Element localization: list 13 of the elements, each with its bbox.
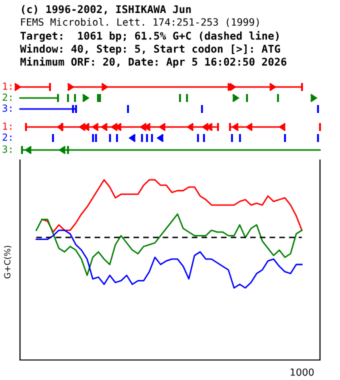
text: 2: bbox=[2, 93, 12, 101]
text: Minimum ORF: 20, Date: Apr 5 16:02:50 2026 bbox=[20, 57, 286, 68]
text: 3: bbox=[2, 145, 12, 153]
chart-title: (c) 1996-2002, ISHIKAWA Jun bbox=[22, 5, 191, 14]
text: FEMS Microbiol. Lett. 174:251-253 (1999) bbox=[21, 18, 259, 27]
text: 1: bbox=[3, 82, 12, 90]
x-axis-title: 1000 bbox=[290, 368, 314, 376]
text: Window: 40, Step: 5, Start codon [>]: ATG bbox=[20, 44, 280, 55]
text: 3: bbox=[2, 104, 12, 112]
text: 1: bbox=[3, 122, 12, 130]
text: Target: 1061 bp; 61.5% G+C (dashed line) bbox=[20, 31, 279, 42]
text: 2: bbox=[2, 133, 12, 141]
y-axis-title: G+C(%) bbox=[4, 246, 12, 278]
